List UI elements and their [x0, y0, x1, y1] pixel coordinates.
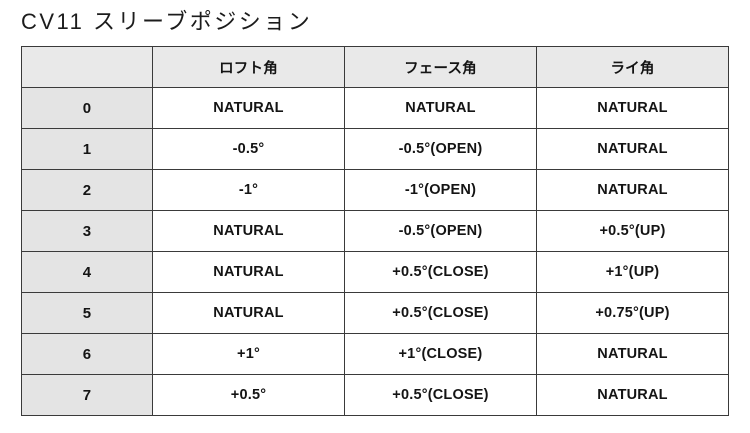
cell-lie: +0.5°(UP) — [536, 210, 729, 252]
cell-position: 5 — [21, 292, 153, 334]
page-title: CV11 スリーブポジション — [21, 9, 313, 34]
cell-loft: +0.5° — [152, 374, 345, 416]
cell-loft: NATURAL — [152, 292, 345, 334]
cell-loft: -1° — [152, 169, 345, 211]
column-header-loft: ロフト角 — [152, 46, 345, 88]
cell-loft: NATURAL — [152, 210, 345, 252]
table-row: 6 +1° +1°(CLOSE) NATURAL — [21, 333, 729, 375]
cell-face: +0.5°(CLOSE) — [344, 251, 537, 293]
table-row: 0 NATURAL NATURAL NATURAL — [21, 87, 729, 129]
table-body: 0 NATURAL NATURAL NATURAL 1 -0.5° -0.5°(… — [21, 87, 729, 416]
cell-face: -0.5°(OPEN) — [344, 210, 537, 252]
cell-loft: -0.5° — [152, 128, 345, 170]
cell-lie: +0.75°(UP) — [536, 292, 729, 334]
table-row: 2 -1° -1°(OPEN) NATURAL — [21, 169, 729, 211]
cell-position: 0 — [21, 87, 153, 129]
cell-position: 1 — [21, 128, 153, 170]
table-row: 3 NATURAL -0.5°(OPEN) +0.5°(UP) — [21, 210, 729, 252]
table-row: 5 NATURAL +0.5°(CLOSE) +0.75°(UP) — [21, 292, 729, 334]
cell-face: -1°(OPEN) — [344, 169, 537, 211]
cell-lie: NATURAL — [536, 374, 729, 416]
cell-face: -0.5°(OPEN) — [344, 128, 537, 170]
table-row: 1 -0.5° -0.5°(OPEN) NATURAL — [21, 128, 729, 170]
cell-loft: NATURAL — [152, 251, 345, 293]
cell-position: 4 — [21, 251, 153, 293]
cell-face: +0.5°(CLOSE) — [344, 374, 537, 416]
cell-position: 2 — [21, 169, 153, 211]
cell-position: 7 — [21, 374, 153, 416]
cell-position: 3 — [21, 210, 153, 252]
cell-lie: NATURAL — [536, 169, 729, 211]
cell-face: +0.5°(CLOSE) — [344, 292, 537, 334]
table-row: 4 NATURAL +0.5°(CLOSE) +1°(UP) — [21, 251, 729, 293]
cell-lie: NATURAL — [536, 87, 729, 129]
cell-position: 6 — [21, 333, 153, 375]
cell-lie: +1°(UP) — [536, 251, 729, 293]
sleeve-position-table: ロフト角 フェース角 ライ角 0 NATURAL NATURAL NATURAL… — [21, 46, 729, 416]
column-header-lie: ライ角 — [536, 46, 729, 88]
cell-lie: NATURAL — [536, 128, 729, 170]
cell-lie: NATURAL — [536, 333, 729, 375]
column-header-position — [21, 46, 153, 88]
cell-face: +1°(CLOSE) — [344, 333, 537, 375]
cell-loft: +1° — [152, 333, 345, 375]
column-header-face: フェース角 — [344, 46, 537, 88]
cell-face: NATURAL — [344, 87, 537, 129]
cell-loft: NATURAL — [152, 87, 345, 129]
table-row: 7 +0.5° +0.5°(CLOSE) NATURAL — [21, 374, 729, 416]
table-header: ロフト角 フェース角 ライ角 — [21, 46, 729, 88]
table-header-row: ロフト角 フェース角 ライ角 — [21, 46, 729, 88]
